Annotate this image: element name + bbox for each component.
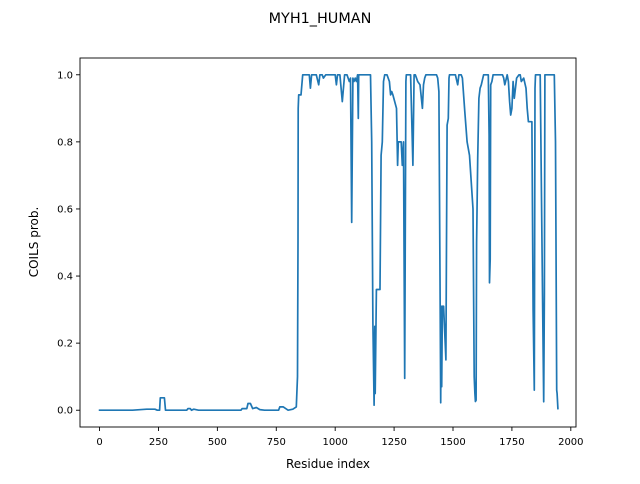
x-tick-label: 1500 [440, 437, 465, 448]
y-tick-label: 0.0 [57, 406, 73, 417]
x-tick-label: 0 [96, 437, 102, 448]
x-tick-label: 1750 [499, 437, 524, 448]
x-tick-label: 1250 [381, 437, 406, 448]
plot-frame [79, 57, 577, 428]
x-tick-label: 250 [149, 437, 168, 448]
y-tick-label: 1.0 [57, 70, 73, 81]
series-line [98, 73, 559, 412]
x-tick-label: 750 [267, 437, 286, 448]
x-axis-ticks: 0 250 500 750 1000 1250 1500 1750 2000 [96, 427, 584, 448]
y-axis-ticks: 0.0 0.2 0.4 0.6 0.8 1.0 [57, 70, 80, 417]
x-tick-label: 1000 [322, 437, 347, 448]
y-tick-label: 0.6 [57, 204, 73, 215]
y-tick-label: 0.8 [57, 137, 73, 148]
x-tick-label: 500 [208, 437, 227, 448]
chart-title: MYH1_HUMAN [269, 11, 372, 27]
y-tick-label: 0.4 [57, 272, 73, 283]
y-tick-label: 0.2 [57, 339, 73, 350]
x-axis-label: Residue index [286, 457, 370, 471]
x-tick-label: 2000 [558, 437, 583, 448]
y-axis-label: COILS prob. [27, 207, 41, 278]
